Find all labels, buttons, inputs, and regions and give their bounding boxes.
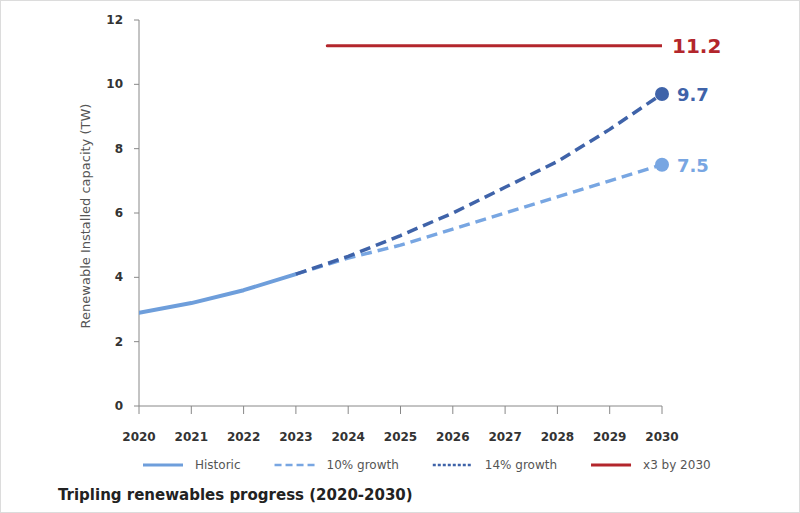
labels: 7.5 9.7 11.2 bbox=[655, 34, 721, 176]
legend-swatch bbox=[275, 464, 315, 467]
chart: 0 2 4 6 8 10 12 2020 2021 2022 2023 2024 2025 2026 202… bbox=[0, 0, 800, 513]
legend-swatch bbox=[433, 464, 473, 467]
series-line bbox=[327, 44, 662, 47]
x-tick-label: 2028 bbox=[541, 430, 574, 444]
x-tick-label: 2023 bbox=[279, 430, 312, 444]
y-tick bbox=[134, 84, 139, 85]
plot-area bbox=[139, 46, 662, 313]
x-tick-label: 2025 bbox=[384, 430, 417, 444]
y-tick-label: 8 bbox=[115, 142, 123, 156]
x-tick-label: 2030 bbox=[645, 430, 678, 444]
x-tick bbox=[505, 406, 506, 414]
x-tick-label: 2021 bbox=[175, 430, 208, 444]
y-tick bbox=[134, 148, 139, 149]
y-axis-label: Renewable Installed capacity (TW) bbox=[78, 104, 93, 329]
y-tick bbox=[134, 406, 139, 407]
y-tick bbox=[134, 277, 139, 278]
legend-label: 14% growth bbox=[485, 458, 557, 472]
legend: Historic 10% growth 14% growth x3 by 2030 bbox=[143, 458, 711, 472]
end-marker bbox=[655, 87, 669, 101]
x-tick bbox=[191, 406, 192, 414]
end-marker bbox=[655, 158, 669, 172]
series-line bbox=[296, 165, 662, 274]
x-tick-label: 2026 bbox=[436, 430, 469, 444]
data-label: 7.5 bbox=[677, 155, 709, 176]
legend-label: 10% growth bbox=[327, 458, 399, 472]
x-tick bbox=[295, 406, 296, 414]
data-label: 11.2 bbox=[672, 34, 721, 58]
x-tick bbox=[348, 406, 349, 414]
y-tick-label: 0 bbox=[115, 399, 123, 413]
series-line bbox=[296, 94, 662, 274]
y-tick-label: 10 bbox=[106, 77, 123, 91]
legend-label: Historic bbox=[195, 458, 241, 472]
x-tick bbox=[662, 406, 663, 414]
y-tick-label: 4 bbox=[115, 270, 123, 284]
border bbox=[1, 1, 800, 513]
y-tick-label: 12 bbox=[106, 13, 123, 27]
y-tick bbox=[134, 213, 139, 214]
x-tick-label: 2022 bbox=[227, 430, 260, 444]
x-tick bbox=[452, 406, 453, 414]
chart-title: Tripling renewables progress (2020-2030) bbox=[58, 486, 413, 504]
x-tick-label: 2029 bbox=[593, 430, 626, 444]
y-tick bbox=[134, 20, 139, 21]
x-tick bbox=[609, 406, 610, 414]
legend-label: x3 by 2030 bbox=[643, 458, 711, 472]
data-label: 9.7 bbox=[677, 84, 709, 105]
x-tick-label: 2020 bbox=[122, 430, 155, 444]
x-tick bbox=[139, 406, 140, 414]
y-tick bbox=[134, 341, 139, 342]
legend-swatch bbox=[591, 464, 631, 467]
x-tick bbox=[243, 406, 244, 414]
x-tick bbox=[400, 406, 401, 414]
x-tick-label: 2024 bbox=[331, 430, 364, 444]
x-tick-label: 2027 bbox=[488, 430, 521, 444]
y-tick-label: 6 bbox=[115, 206, 123, 220]
legend-swatch bbox=[143, 464, 183, 467]
y-tick-label: 2 bbox=[115, 335, 123, 349]
x-tick bbox=[557, 406, 558, 414]
chart-frame: 0 2 4 6 8 10 12 2020 2021 2022 2023 2024 2025 2026 202… bbox=[0, 0, 800, 513]
series-line bbox=[139, 274, 296, 313]
